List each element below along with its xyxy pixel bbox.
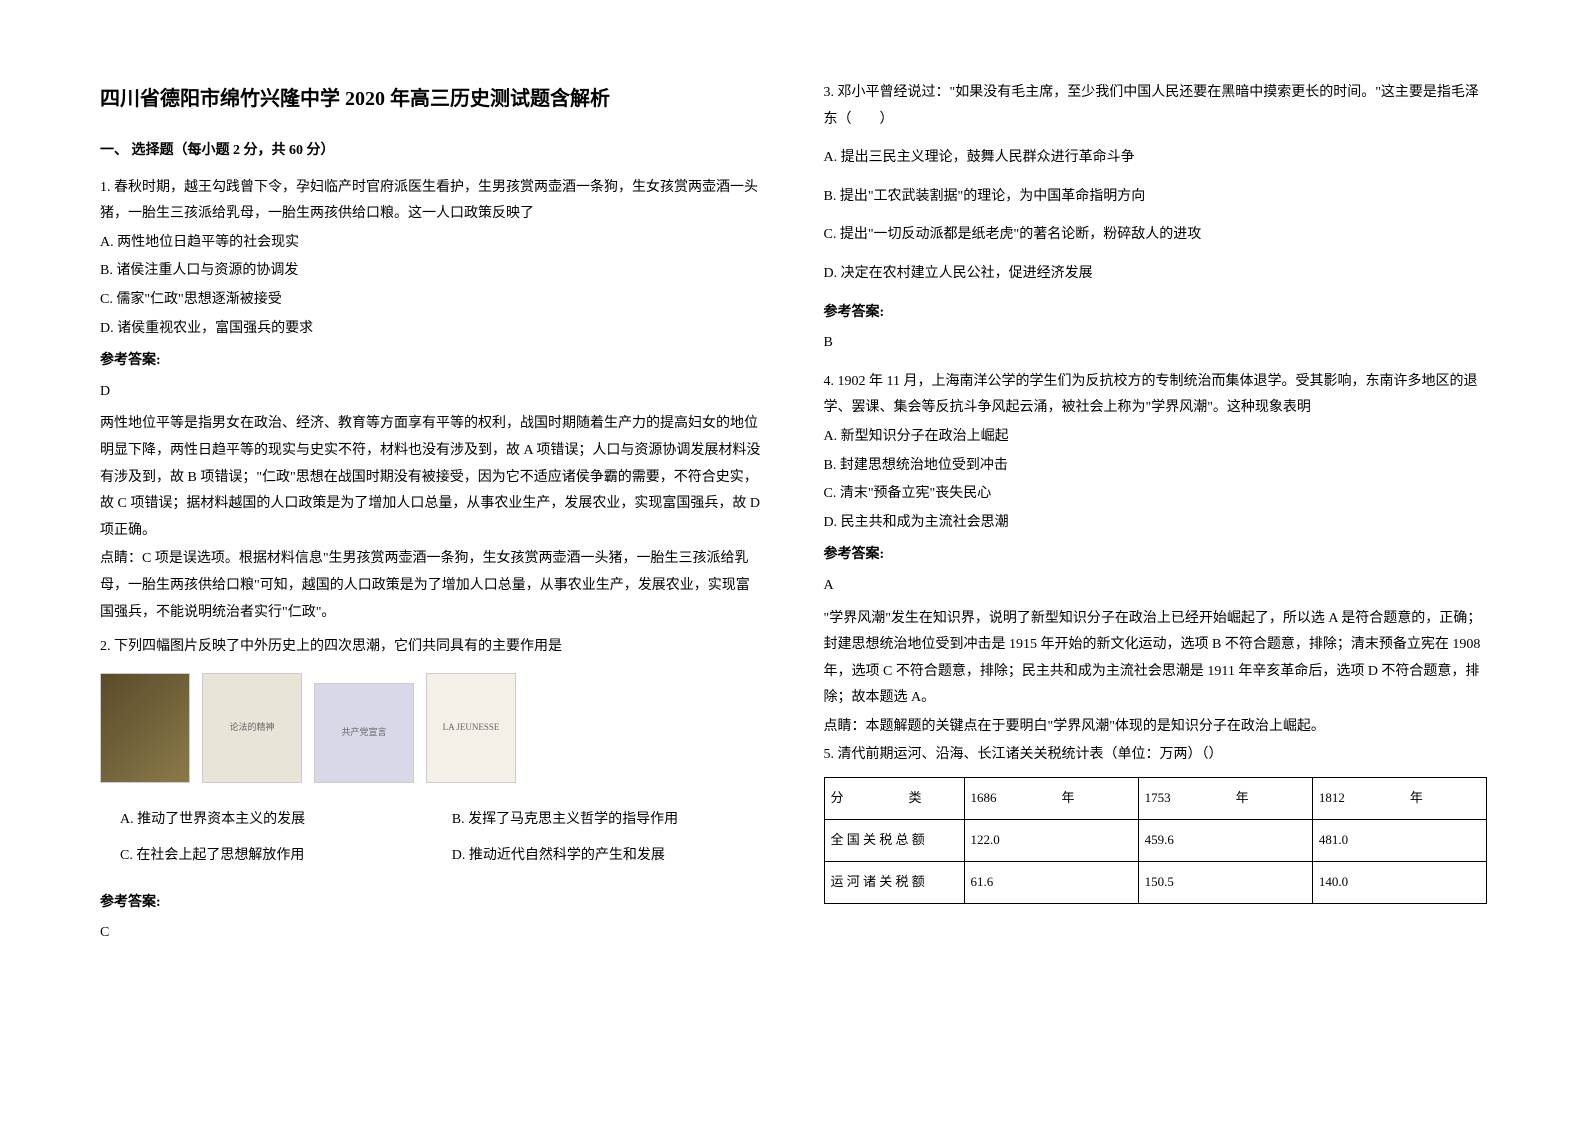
- q4-answer: A: [824, 573, 1488, 600]
- new-youth-image: LA JEUNESSE: [426, 673, 516, 783]
- q2-answer: C: [100, 920, 764, 947]
- table-cell: 150.5: [1138, 862, 1312, 904]
- q1-answer-label: 参考答案:: [100, 348, 764, 375]
- q4-option-d: D. 民主共和成为主流社会思潮: [824, 510, 1488, 537]
- q4-text: 4. 1902 年 11 月，上海南洋公学的学生们为反抗校方的专制统治而集体退学…: [824, 369, 1488, 422]
- table-row: 运 河 诸 关 税 额 61.6 150.5 140.0: [824, 862, 1487, 904]
- q1-text: 1. 春秋时期，越王勾践曾下令，孕妇临产时官府派医生看护，生男孩赏两壶酒一条狗，…: [100, 175, 764, 228]
- q2-option-c: C. 在社会上起了思想解放作用: [120, 843, 432, 870]
- q4-option-a: A. 新型知识分子在政治上崛起: [824, 424, 1488, 451]
- q3-text: 3. 邓小平曾经说过："如果没有毛主席，至少我们中国人民还要在黑暗中摸索更长的时…: [824, 80, 1488, 133]
- q2-options: A. 推动了世界资本主义的发展 B. 发挥了马克思主义哲学的指导作用 C. 在社…: [100, 807, 764, 872]
- section-header: 一、 选择题（每小题 2 分，共 60 分）: [100, 138, 764, 165]
- table-header-cell: 1812 年: [1312, 778, 1486, 820]
- table-cell: 481.0: [1312, 820, 1486, 862]
- q5-text: 5. 清代前期运河、沿海、长江诸关关税统计表（单位：万两）（）: [824, 742, 1488, 769]
- mona-lisa-image: [100, 673, 190, 783]
- q4-option-c: C. 清末"预备立宪"丧失民心: [824, 481, 1488, 508]
- q4-explanation-2: 点睛：本题解题的关键点在于要明白"学界风潮"体现的是知识分子在政治上崛起。: [824, 714, 1488, 741]
- q3-answer: B: [824, 330, 1488, 357]
- right-column: 3. 邓小平曾经说过："如果没有毛主席，至少我们中国人民还要在黑暗中摸索更长的时…: [824, 80, 1488, 1082]
- spirit-of-laws-image: 论法的精神: [202, 673, 302, 783]
- q1-answer: D: [100, 379, 764, 406]
- table-cell: 122.0: [964, 820, 1138, 862]
- q3-option-b: B. 提出"工农武装割据"的理论，为中国革命指明方向: [824, 184, 1488, 211]
- q1-explanation-1: 两性地位平等是指男女在政治、经济、教育等方面享有平等的权利，战国时期随着生产力的…: [100, 411, 764, 544]
- q2-option-d: D. 推动近代自然科学的产生和发展: [452, 843, 764, 870]
- q3-option-c: C. 提出"一切反动派都是纸老虎"的著名论断，粉碎敌人的进攻: [824, 222, 1488, 249]
- communist-manifesto-image: 共产党宣言: [314, 683, 414, 783]
- q1-option-c: C. 儒家"仁政"思想逐渐被接受: [100, 287, 764, 314]
- q2-text: 2. 下列四幅图片反映了中外历史上的四次思潮，它们共同具有的主要作用是: [100, 634, 764, 661]
- q5-table: 分 类 1686 年 1753 年 1812 年 全 国 关 税 总 额 122…: [824, 777, 1488, 904]
- q1-explanation-2: 点睛：C 项是误选项。根据材料信息"生男孩赏两壶酒一条狗，生女孩赏两壶酒一头猪，…: [100, 546, 764, 626]
- table-row: 全 国 关 税 总 额 122.0 459.6 481.0: [824, 820, 1487, 862]
- q1-option-b: B. 诸侯注重人口与资源的协调发: [100, 258, 764, 285]
- q4-explanation-1: "学界风潮"发生在知识界，说明了新型知识分子在政治上已经开始崛起了，所以选 A …: [824, 606, 1488, 712]
- q2-option-a: A. 推动了世界资本主义的发展: [120, 807, 432, 834]
- table-cell: 运 河 诸 关 税 额: [824, 862, 964, 904]
- q4-option-b: B. 封建思想统治地位受到冲击: [824, 453, 1488, 480]
- q3-answer-label: 参考答案:: [824, 300, 1488, 327]
- table-cell: 61.6: [964, 862, 1138, 904]
- table-header-cell: 1753 年: [1138, 778, 1312, 820]
- q2-answer-label: 参考答案:: [100, 890, 764, 917]
- q2-images-row: 论法的精神 共产党宣言 LA JEUNESSE: [100, 673, 764, 783]
- q4-answer-label: 参考答案:: [824, 542, 1488, 569]
- table-cell: 140.0: [1312, 862, 1486, 904]
- q2-option-b: B. 发挥了马克思主义哲学的指导作用: [452, 807, 764, 834]
- q1-option-d: D. 诸侯重视农业，富国强兵的要求: [100, 316, 764, 343]
- table-header-cell: 分 类: [824, 778, 964, 820]
- table-cell: 459.6: [1138, 820, 1312, 862]
- q1-option-a: A. 两性地位日趋平等的社会现实: [100, 230, 764, 257]
- table-header-row: 分 类 1686 年 1753 年 1812 年: [824, 778, 1487, 820]
- table-cell: 全 国 关 税 总 额: [824, 820, 964, 862]
- document-title: 四川省德阳市绵竹兴隆中学 2020 年高三历史测试题含解析: [100, 80, 764, 118]
- table-header-cell: 1686 年: [964, 778, 1138, 820]
- q3-option-a: A. 提出三民主义理论，鼓舞人民群众进行革命斗争: [824, 145, 1488, 172]
- q3-option-d: D. 决定在农村建立人民公社，促进经济发展: [824, 261, 1488, 288]
- left-column: 四川省德阳市绵竹兴隆中学 2020 年高三历史测试题含解析 一、 选择题（每小题…: [100, 80, 764, 1082]
